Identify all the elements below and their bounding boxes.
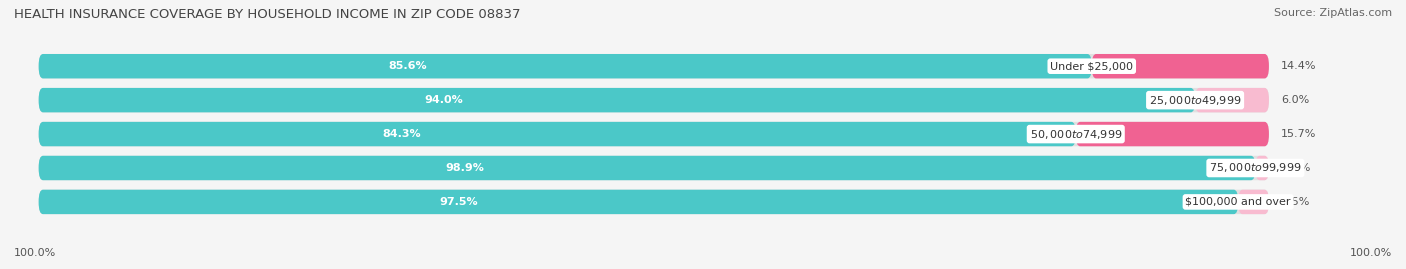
Text: 85.6%: 85.6% <box>388 61 426 71</box>
Text: 97.5%: 97.5% <box>439 197 478 207</box>
FancyBboxPatch shape <box>1239 190 1268 214</box>
FancyBboxPatch shape <box>1076 122 1268 146</box>
FancyBboxPatch shape <box>39 122 1268 146</box>
Text: 15.7%: 15.7% <box>1281 129 1316 139</box>
Text: $100,000 and over: $100,000 and over <box>1185 197 1291 207</box>
FancyBboxPatch shape <box>39 156 1268 180</box>
FancyBboxPatch shape <box>1256 156 1268 180</box>
Text: 94.0%: 94.0% <box>425 95 463 105</box>
Text: $25,000 to $49,999: $25,000 to $49,999 <box>1149 94 1241 107</box>
Text: 1.2%: 1.2% <box>1282 163 1310 173</box>
Text: 100.0%: 100.0% <box>1350 248 1392 258</box>
FancyBboxPatch shape <box>39 88 1268 112</box>
FancyBboxPatch shape <box>39 156 1256 180</box>
FancyBboxPatch shape <box>39 88 1195 112</box>
Text: $75,000 to $99,999: $75,000 to $99,999 <box>1209 161 1302 175</box>
FancyBboxPatch shape <box>39 190 1239 214</box>
Text: Source: ZipAtlas.com: Source: ZipAtlas.com <box>1274 8 1392 18</box>
Text: 14.4%: 14.4% <box>1281 61 1316 71</box>
Text: 6.0%: 6.0% <box>1281 95 1309 105</box>
FancyBboxPatch shape <box>1195 88 1268 112</box>
Text: 100.0%: 100.0% <box>14 248 56 258</box>
Text: 84.3%: 84.3% <box>382 129 420 139</box>
Text: HEALTH INSURANCE COVERAGE BY HOUSEHOLD INCOME IN ZIP CODE 08837: HEALTH INSURANCE COVERAGE BY HOUSEHOLD I… <box>14 8 520 21</box>
FancyBboxPatch shape <box>39 190 1268 214</box>
Text: 2.5%: 2.5% <box>1281 197 1309 207</box>
FancyBboxPatch shape <box>1092 54 1268 79</box>
FancyBboxPatch shape <box>39 122 1076 146</box>
Text: Under $25,000: Under $25,000 <box>1050 61 1133 71</box>
FancyBboxPatch shape <box>39 54 1092 79</box>
FancyBboxPatch shape <box>39 54 1268 79</box>
Text: $50,000 to $74,999: $50,000 to $74,999 <box>1029 128 1122 141</box>
Text: 98.9%: 98.9% <box>446 163 484 173</box>
